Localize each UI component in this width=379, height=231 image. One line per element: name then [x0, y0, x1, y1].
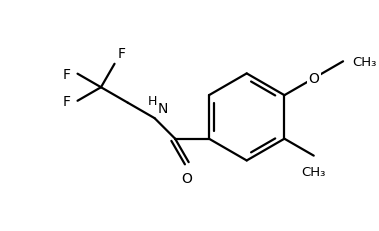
Text: F: F: [63, 67, 71, 81]
Text: N: N: [158, 102, 168, 116]
Text: CH₃: CH₃: [353, 56, 377, 69]
Text: CH₃: CH₃: [302, 166, 326, 179]
Text: O: O: [181, 171, 192, 185]
Text: F: F: [117, 47, 125, 61]
Text: O: O: [308, 72, 319, 86]
Text: H: H: [148, 94, 157, 107]
Text: F: F: [63, 94, 71, 108]
